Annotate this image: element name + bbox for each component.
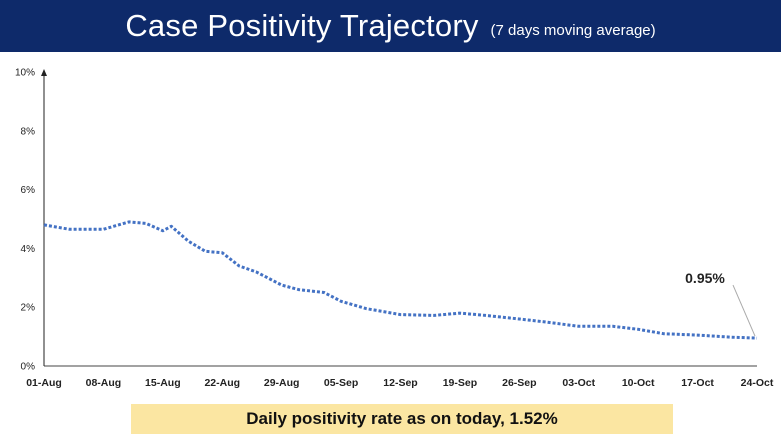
positivity-line xyxy=(43,220,758,340)
daily-positivity-banner: Daily positivity rate as on today, 1.52% xyxy=(131,404,673,434)
y-tick-label: 8% xyxy=(21,126,36,137)
chart-axes xyxy=(41,69,757,367)
chart-subtitle: (7 days moving average) xyxy=(490,21,656,39)
series-group xyxy=(43,220,758,340)
chart-title: Case Positivity Trajectory xyxy=(125,8,479,43)
line-chart: 0% 2% 4% 6% 8% 10% 01-Aug 08-Aug 15-Aug 22-Aug 29… xyxy=(0,52,781,396)
y-tick-labels: 0% 2% 4% 6% 8% 10% xyxy=(15,68,35,373)
x-tick-label: 24-Oct xyxy=(741,377,774,389)
banner-text: Daily positivity rate as on today, 1.52% xyxy=(246,409,558,428)
annotation-leader-line xyxy=(732,284,756,337)
x-tick-label: 19-Sep xyxy=(443,377,477,389)
x-tick-label: 12-Sep xyxy=(383,377,417,389)
x-tick-labels: 01-Aug 08-Aug 15-Aug 22-Aug 29-Aug 05-Sep 12-S… xyxy=(26,377,774,389)
annotations-group: 0.95% xyxy=(685,270,756,337)
x-tick-label: 15-Aug xyxy=(145,377,181,389)
y-tick-label: 6% xyxy=(21,185,36,196)
chart-header: Case Positivity Trajectory (7 days movin… xyxy=(0,0,781,52)
y-tick-label: 0% xyxy=(21,362,36,373)
x-tick-label: 03-Oct xyxy=(562,377,595,389)
x-tick-label: 08-Aug xyxy=(86,377,122,389)
x-tick-label: 17-Oct xyxy=(681,377,714,389)
x-tick-label: 22-Aug xyxy=(204,377,240,389)
x-tick-label: 05-Sep xyxy=(324,377,358,389)
y-tick-label: 4% xyxy=(21,244,36,255)
chart-svg: 0% 2% 4% 6% 8% 10% 01-Aug 08-Aug 15-Aug 22-Aug 29… xyxy=(15,68,774,390)
x-tick-label: 26-Sep xyxy=(502,377,536,389)
annotation-label: 0.95% xyxy=(685,270,725,286)
y-tick-label: 2% xyxy=(21,303,36,314)
y-axis-arrow-icon xyxy=(41,69,47,76)
x-tick-label: 01-Aug xyxy=(26,377,62,389)
x-tick-label: 29-Aug xyxy=(264,377,300,389)
y-tick-label: 10% xyxy=(15,68,35,79)
x-tick-label: 10-Oct xyxy=(622,377,655,389)
